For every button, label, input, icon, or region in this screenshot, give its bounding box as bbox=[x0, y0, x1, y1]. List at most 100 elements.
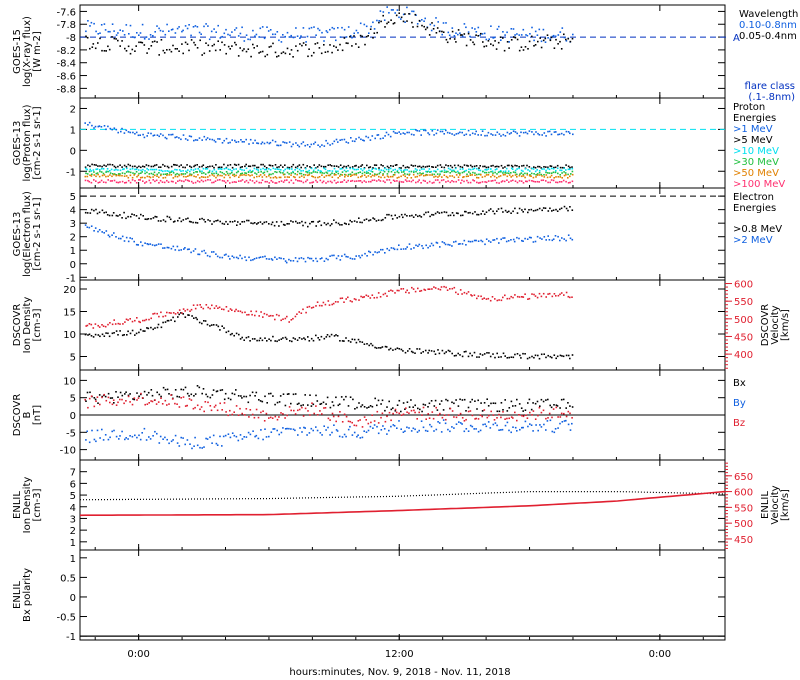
goes13-electron-point bbox=[554, 235, 557, 237]
goes13-proton-point bbox=[263, 142, 266, 145]
goes13-proton-point bbox=[249, 169, 251, 172]
dscovr-mag-point bbox=[555, 406, 558, 409]
dscovr-mag-point bbox=[394, 410, 397, 412]
goes13-electron-point bbox=[489, 241, 492, 243]
goes13-proton-point bbox=[351, 171, 354, 174]
goes13-electron-point bbox=[505, 240, 508, 243]
dscovr-mag-series-1 bbox=[85, 419, 573, 450]
dscovr-mag-point bbox=[329, 419, 331, 421]
goes15-xray-point bbox=[572, 33, 574, 36]
dscovr-plasma-point bbox=[260, 311, 262, 313]
dscovr-mag-point bbox=[508, 407, 511, 409]
goes13-proton-point bbox=[476, 181, 478, 184]
goes13-electron-ylabel-line: log(Electron flux) bbox=[22, 191, 33, 277]
goes15-xray-point bbox=[463, 23, 466, 25]
goes13-proton-point bbox=[390, 175, 392, 178]
goes13-proton-point bbox=[333, 165, 336, 167]
dscovr-mag-point bbox=[386, 415, 388, 418]
dscovr-plasma-point bbox=[471, 354, 473, 357]
goes15-xray-point bbox=[373, 28, 376, 30]
goes13-proton-point bbox=[286, 167, 289, 170]
dscovr-mag-point bbox=[178, 406, 181, 408]
goes13-proton-ytick-label: 2 bbox=[70, 104, 76, 115]
goes13-electron-point bbox=[398, 244, 400, 246]
goes15-xray-point bbox=[534, 44, 537, 46]
dscovr-mag-point bbox=[510, 400, 513, 403]
goes13-proton-point bbox=[142, 165, 144, 168]
dscovr-mag-point bbox=[121, 430, 123, 433]
dscovr-plasma-point bbox=[308, 305, 311, 308]
goes15-xray-point bbox=[178, 50, 180, 52]
dscovr-mag-point bbox=[520, 407, 523, 409]
goes13-proton-point bbox=[86, 173, 89, 175]
goes13-proton-point bbox=[135, 171, 138, 173]
dscovr-mag-point bbox=[189, 443, 191, 445]
goes13-proton-point bbox=[475, 130, 477, 133]
dscovr-mag-point bbox=[493, 419, 496, 421]
goes13-proton-point bbox=[221, 174, 223, 177]
goes13-proton-point bbox=[310, 143, 313, 146]
goes13-electron-point bbox=[265, 258, 268, 260]
dscovr-plasma-point bbox=[92, 327, 95, 329]
goes15-xray-point bbox=[317, 27, 319, 30]
dscovr-mag-point bbox=[402, 402, 405, 404]
dscovr-mag-point bbox=[430, 425, 433, 428]
goes13-proton-point bbox=[522, 131, 525, 134]
dscovr-mag-point bbox=[215, 442, 218, 445]
dscovr-plasma-point bbox=[263, 312, 266, 315]
goes13-proton-point bbox=[243, 169, 245, 172]
dscovr-mag-point bbox=[335, 429, 338, 431]
dscovr-mag-point bbox=[190, 399, 193, 401]
goes13-electron-point bbox=[115, 214, 118, 217]
goes13-electron-point bbox=[461, 243, 464, 245]
goes13-proton-point bbox=[217, 168, 220, 170]
goes13-proton-point bbox=[512, 130, 515, 132]
goes15-xray-point bbox=[211, 45, 214, 47]
goes13-proton-point bbox=[507, 170, 510, 172]
goes15-xray-point bbox=[492, 44, 494, 47]
goes13-proton-point bbox=[418, 174, 421, 177]
enlil-plasma-y2tick-label: 650 bbox=[734, 472, 753, 483]
goes13-proton-point bbox=[422, 172, 424, 175]
dscovr-mag-point bbox=[131, 403, 134, 406]
dscovr-mag-point bbox=[381, 399, 384, 402]
dscovr-mag-point bbox=[239, 434, 242, 436]
goes13-proton-point bbox=[143, 166, 146, 168]
dscovr-mag-point bbox=[257, 437, 260, 440]
dscovr-mag-point bbox=[109, 436, 111, 439]
goes15-xray-point bbox=[318, 47, 321, 49]
goes13-proton-point bbox=[91, 124, 93, 127]
goes13-proton-point bbox=[294, 169, 296, 171]
goes13-proton-point bbox=[302, 141, 305, 143]
goes15-xray-point bbox=[551, 35, 554, 38]
goes13-proton-point bbox=[529, 170, 531, 172]
goes13-proton-point bbox=[556, 167, 559, 170]
goes13-electron-point bbox=[369, 219, 372, 221]
dscovr-mag-point bbox=[404, 430, 406, 432]
goes13-electron-point bbox=[569, 206, 571, 208]
dscovr-plasma-point bbox=[90, 335, 93, 337]
dscovr-plasma-point bbox=[284, 336, 287, 339]
goes15-xray-point bbox=[557, 34, 560, 36]
goes13-electron-point bbox=[140, 241, 142, 243]
goes13-electron-point bbox=[325, 257, 328, 260]
goes13-electron-point bbox=[216, 255, 219, 258]
dscovr-plasma-y2tick-label: 400 bbox=[734, 350, 753, 361]
dscovr-plasma-point bbox=[292, 317, 294, 320]
dscovr-plasma-point bbox=[114, 323, 117, 325]
goes13-proton-point bbox=[557, 172, 559, 175]
dscovr-mag-point bbox=[332, 404, 335, 407]
dscovr-plasma-point bbox=[131, 329, 134, 332]
dscovr-mag-point bbox=[223, 402, 226, 404]
goes13-proton-point bbox=[339, 164, 342, 166]
goes15-xray-point bbox=[133, 36, 136, 39]
goes15-xray-point bbox=[487, 40, 490, 42]
goes15-xray-point bbox=[274, 51, 277, 54]
goes13-proton-point bbox=[259, 168, 262, 171]
goes13-electron-point bbox=[225, 253, 227, 256]
goes13-proton-point bbox=[146, 171, 148, 174]
goes15-xray-point bbox=[160, 39, 163, 41]
goes13-proton-point bbox=[491, 174, 494, 176]
dscovr-mag-point bbox=[320, 402, 323, 405]
goes13-proton-point bbox=[496, 165, 498, 168]
